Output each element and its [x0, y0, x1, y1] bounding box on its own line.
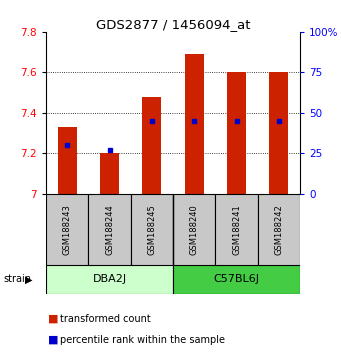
Text: GSM188240: GSM188240	[190, 204, 199, 255]
Bar	[142, 97, 161, 194]
Text: GSM188241: GSM188241	[232, 204, 241, 255]
Bar	[46, 265, 173, 294]
Bar	[131, 194, 173, 265]
Text: ■: ■	[48, 335, 58, 345]
Text: C57BL6J: C57BL6J	[213, 274, 260, 284]
Text: ▶: ▶	[25, 274, 32, 284]
Bar	[185, 54, 204, 194]
Text: DBA2J: DBA2J	[92, 274, 127, 284]
Text: ■: ■	[48, 314, 58, 324]
Bar	[100, 153, 119, 194]
Text: GSM188242: GSM188242	[275, 204, 283, 255]
Bar	[58, 127, 77, 194]
Bar	[88, 194, 131, 265]
Bar	[173, 265, 300, 294]
Bar	[258, 194, 300, 265]
Text: strain: strain	[3, 274, 31, 284]
Bar	[216, 194, 258, 265]
Bar	[227, 72, 246, 194]
Bar	[46, 194, 88, 265]
Bar	[269, 72, 288, 194]
Text: transformed count: transformed count	[60, 314, 150, 324]
Text: GSM188244: GSM188244	[105, 204, 114, 255]
Text: GSM188245: GSM188245	[147, 204, 157, 255]
Bar	[173, 194, 216, 265]
Title: GDS2877 / 1456094_at: GDS2877 / 1456094_at	[96, 18, 250, 31]
Text: GSM188243: GSM188243	[63, 204, 72, 255]
Text: percentile rank within the sample: percentile rank within the sample	[60, 335, 225, 345]
